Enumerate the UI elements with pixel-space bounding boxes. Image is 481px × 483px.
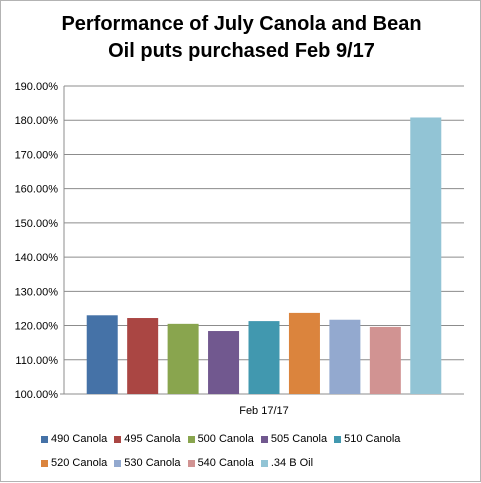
legend-row: 490 Canola 495 Canola 500 Canola 505 Canola… <box>41 430 461 448</box>
legend-label: .34 B Oil <box>270 457 314 469</box>
legend-item: 510 Canola <box>334 433 400 445</box>
legend-label: 505 Canola <box>270 433 328 445</box>
legend-swatch <box>114 435 122 443</box>
y-tick-label: 130.00% <box>15 286 59 298</box>
legend: 490 Canola 495 Canola 500 Canola 505 Canola… <box>41 430 461 478</box>
bar-7 <box>329 319 361 394</box>
bar-1 <box>86 315 118 394</box>
legend-item: 500 Canola <box>187 433 254 445</box>
y-tick-label: 180.00% <box>15 115 59 127</box>
legend-swatch <box>41 459 48 467</box>
y-tick-label: 140.00% <box>15 252 59 264</box>
legend-label: 540 Canola <box>197 457 254 469</box>
x-category-label: Feb 17/17 <box>239 405 289 417</box>
bar-4 <box>208 331 240 394</box>
legend-item: 505 Canola <box>260 433 328 445</box>
y-tick-label: 100.00% <box>15 389 59 401</box>
legend-swatch <box>187 459 195 467</box>
bar-2 <box>127 318 159 394</box>
legend-label: 510 Canola <box>344 433 401 445</box>
legend-label: 495 Canola <box>124 433 181 445</box>
legend-swatch <box>187 435 195 443</box>
bar-3 <box>167 323 199 394</box>
legend-item: 540 Canola <box>187 457 254 469</box>
bar-6 <box>288 312 320 394</box>
y-tick-label: 190.00% <box>15 81 59 93</box>
y-tick-label: 160.00% <box>15 184 59 196</box>
chart-title-line-1: Performance of July Canola and Bean <box>61 13 422 35</box>
legend-swatch <box>41 435 48 443</box>
legend-item: .34 B Oil <box>260 457 314 469</box>
y-tick-label: 120.00% <box>15 321 59 333</box>
legend-item: 495 Canola <box>114 433 181 445</box>
legend-row: 520 Canola 530 Canola 540 Canola .34 B Oil <box>41 454 461 472</box>
legend-label: 500 Canola <box>197 433 254 445</box>
legend-swatch <box>260 435 268 443</box>
y-tick-label: 110.00% <box>15 355 58 367</box>
legend-label: 520 Canola <box>51 457 108 469</box>
y-tick-label: 150.00% <box>15 218 59 230</box>
legend-swatch <box>260 459 268 467</box>
legend-label: 490 Canola <box>51 433 108 445</box>
legend-item: 530 Canola <box>114 457 181 469</box>
legend-swatch <box>114 459 122 467</box>
legend-swatch <box>334 435 342 443</box>
chart-title-line-2: Oil puts purchased Feb 9/17 <box>108 40 375 62</box>
legend-item: 490 Canola <box>41 433 107 445</box>
legend-item: 520 Canola <box>41 457 107 469</box>
bar-9 <box>410 117 442 395</box>
y-tick-label: 170.00% <box>15 149 59 161</box>
legend-label: 530 Canola <box>124 457 181 469</box>
bar-5 <box>248 321 280 394</box>
bar-8 <box>369 326 401 394</box>
chart-title: Performance of July Canola and Bean Oil … <box>21 11 462 65</box>
